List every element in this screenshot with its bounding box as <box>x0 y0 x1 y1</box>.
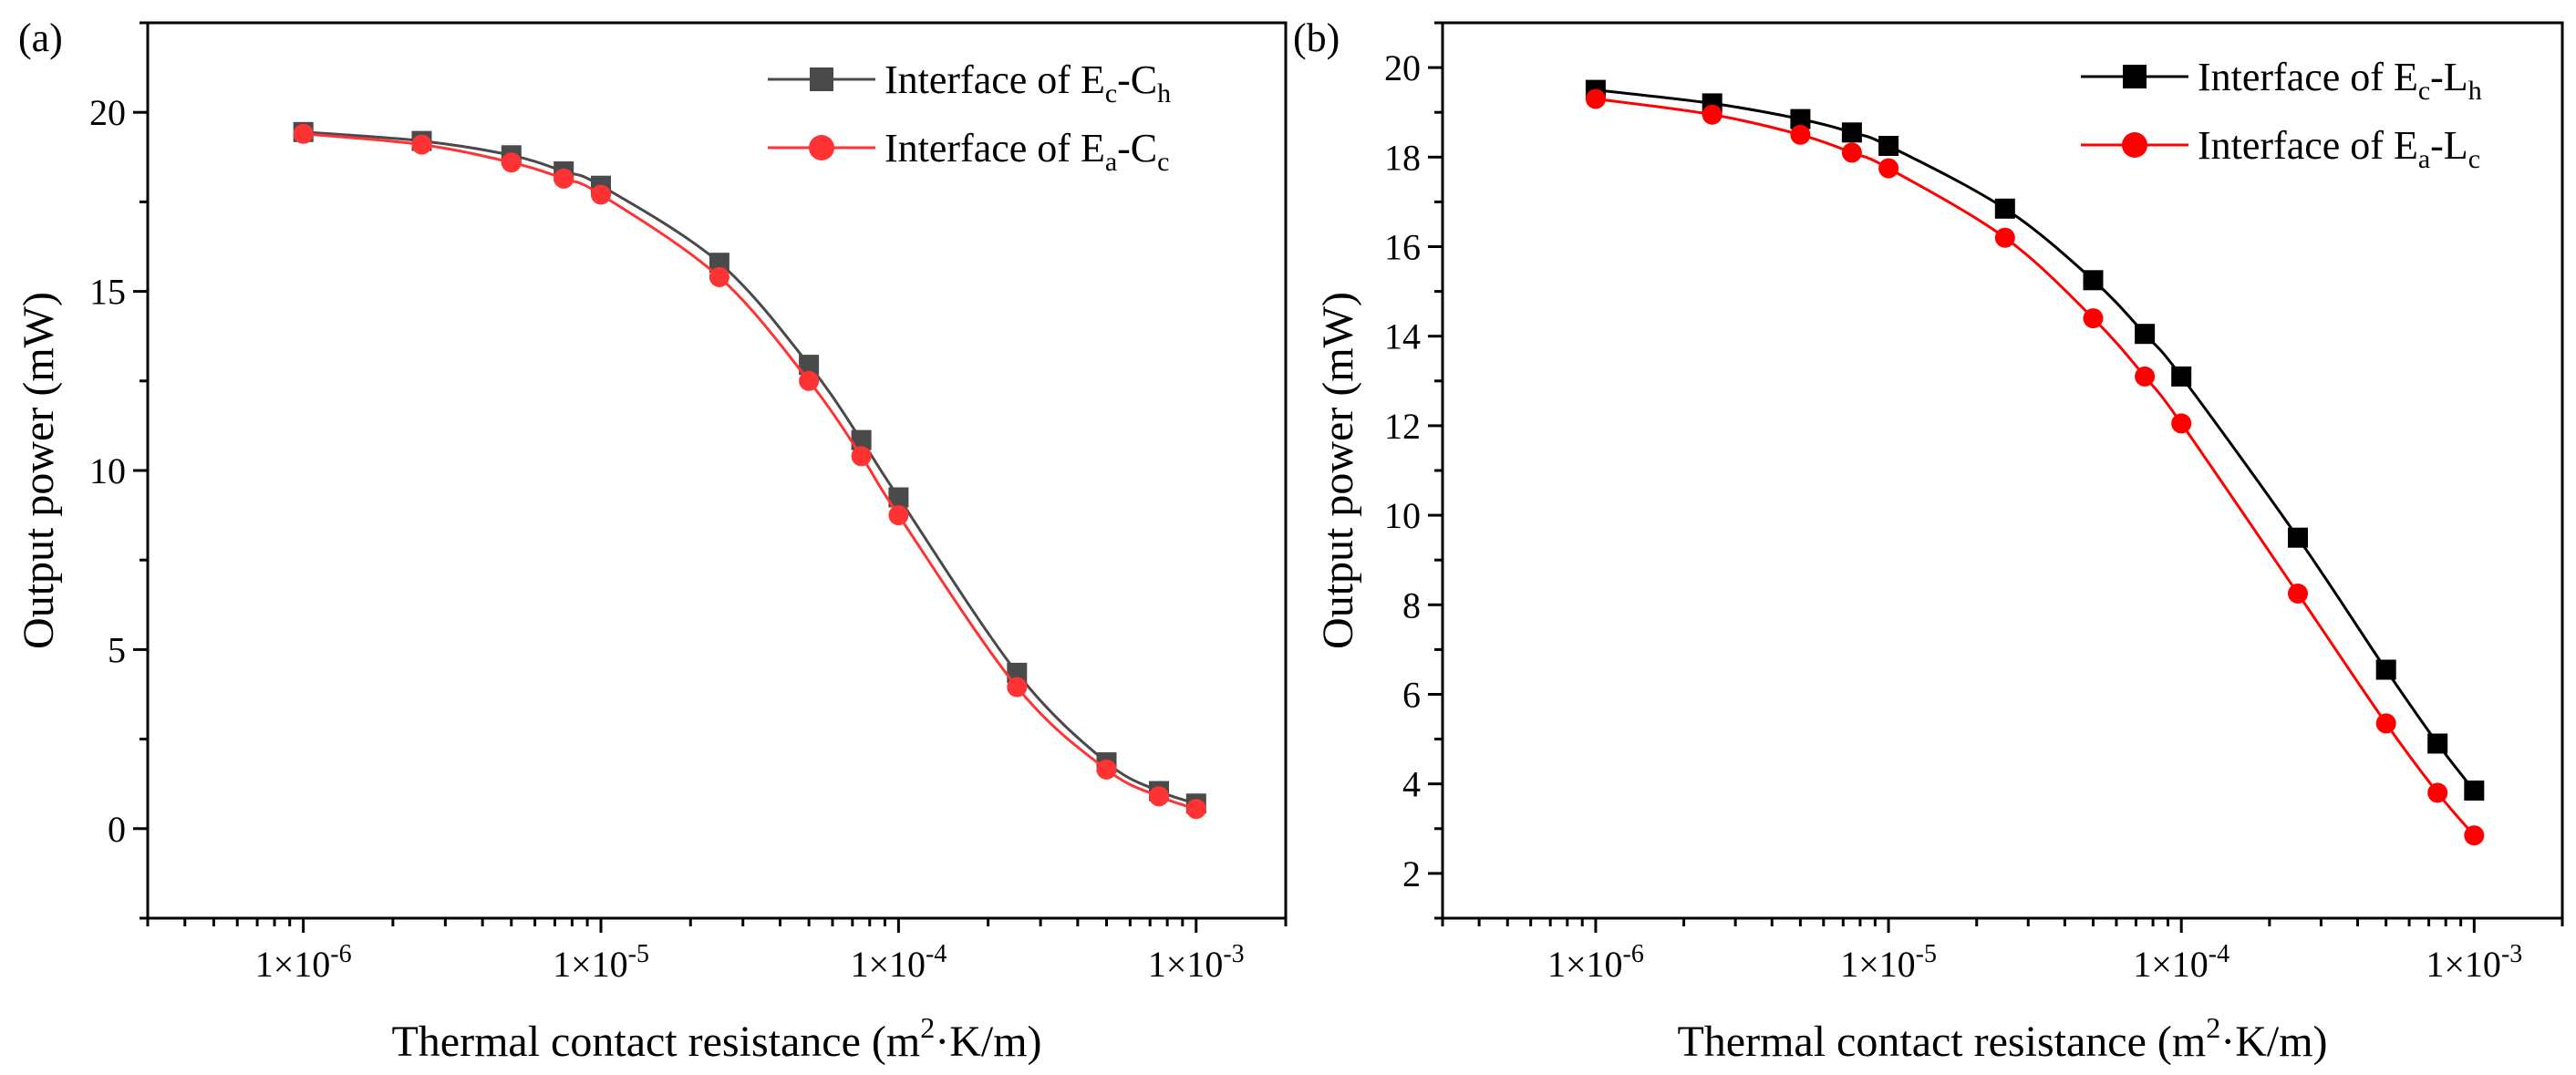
x-axis-label: Thermal contact resistance (m2·K/m) <box>1677 1011 2327 1066</box>
axis-ticks: 1×10-6 1×10-5 1×10-4 1×10-3 0 5 10 15 20 <box>89 21 1288 985</box>
x-axis-label: Thermal contact resistance (m2·K/m) <box>391 1011 1041 1066</box>
data-point-circle <box>1149 786 1169 807</box>
x-tick-label: 1×10-5 <box>1840 940 1937 985</box>
data-point-circle <box>1994 227 2015 248</box>
panel-label: (b) <box>1293 16 1340 60</box>
axis-ticks: 1×10-6 1×10-5 1×10-4 1×10-3 2 4 6 8 10 12 14 16 18 20 <box>1384 21 2564 985</box>
data-point-square <box>1007 662 1028 683</box>
legend-label: Interface of Ec-Lh <box>2198 55 2482 106</box>
legend: Interface of Ec-Lh Interface of Ea-Lc <box>2081 55 2482 174</box>
y-tick-label: 18 <box>1384 137 1421 178</box>
legend-entry-0: Interface of Ec-Lh <box>2081 55 2482 106</box>
y-tick-label: 0 <box>108 809 126 850</box>
x-tick-label: 1×10-3 <box>1148 940 1245 985</box>
data-point-square <box>1841 122 1862 143</box>
data-point-circle <box>501 152 522 173</box>
y-tick-label: 16 <box>1384 227 1421 268</box>
y-tick-label: 14 <box>1384 316 1421 357</box>
data-point-circle <box>709 266 729 287</box>
data-point-circle <box>851 446 872 467</box>
y-axis-label: Output power (mW) <box>15 292 63 649</box>
panel-label: (a) <box>18 16 63 60</box>
y-tick-label: 15 <box>89 272 126 313</box>
data-point-circle <box>2135 366 2156 387</box>
x-tick-label: 1×10-6 <box>255 940 352 985</box>
y-tick-label: 12 <box>1384 406 1421 447</box>
y-tick-label: 20 <box>1384 47 1421 88</box>
data-point-square <box>1878 136 1899 156</box>
y-tick-label: 2 <box>1402 853 1421 894</box>
plot-marks <box>293 121 1206 820</box>
data-point-square <box>2375 659 2396 680</box>
data-point-circle <box>591 184 611 205</box>
data-point-circle <box>2464 825 2485 846</box>
y-tick-label: 5 <box>108 629 126 670</box>
legend-circle-marker <box>2122 132 2147 158</box>
data-point-square <box>2171 366 2192 387</box>
y-tick-label: 20 <box>89 92 126 133</box>
legend-entry-1: Interface of Ea-Cc <box>768 126 1169 177</box>
data-point-circle <box>1185 799 1206 820</box>
data-point-circle <box>1841 142 1862 163</box>
legend-label: Interface of Ea-Lc <box>2198 123 2480 174</box>
data-point-square <box>1790 109 1811 129</box>
data-point-square <box>2288 527 2308 548</box>
data-point-circle <box>1585 88 1606 109</box>
data-point-circle <box>799 370 820 391</box>
x-tick-label: 1×10-5 <box>553 940 649 985</box>
panel-a: (a) 1×10-6 1×10-5 1×10-4 1×10-3 0 5 10 15 20 Out… <box>15 16 1288 1066</box>
data-point-circle <box>1702 104 1723 125</box>
x-tick-label: 1×10-3 <box>2426 940 2522 985</box>
y-tick-label: 10 <box>89 450 126 491</box>
data-point-square <box>851 429 872 450</box>
data-point-circle <box>1878 158 1899 179</box>
data-point-square <box>2083 270 2104 291</box>
legend-circle-marker <box>809 135 834 160</box>
data-point-circle <box>2288 584 2308 604</box>
x-tick-label: 1×10-6 <box>1547 940 1644 985</box>
series-line-0 <box>303 130 1197 805</box>
data-point-circle <box>293 123 314 144</box>
series-line-1 <box>1595 98 2476 837</box>
data-point-circle <box>411 134 432 155</box>
data-point-circle <box>1096 760 1117 780</box>
series-line-0 <box>1595 88 2476 792</box>
data-point-circle <box>2427 782 2448 803</box>
y-tick-label: 8 <box>1402 584 1421 625</box>
y-tick-label: 10 <box>1384 495 1421 536</box>
data-point-circle <box>2083 308 2104 329</box>
data-point-square <box>2464 780 2485 801</box>
legend-entry-0: Interface of Ec-Ch <box>768 57 1171 109</box>
legend-square-marker <box>810 67 833 91</box>
data-point-square <box>2427 733 2448 754</box>
legend-label: Interface of Ec-Ch <box>885 57 1171 109</box>
data-point-square <box>799 355 820 376</box>
panel-b: (b) 1×10-6 1×10-5 1×10-4 1×10-3 2 4 6 8 10 12 14 16… <box>1293 16 2564 1066</box>
data-point-circle <box>2171 413 2192 434</box>
legend-square-marker <box>2123 65 2147 88</box>
y-tick-label: 4 <box>1402 764 1421 805</box>
series-line-1 <box>303 132 1197 811</box>
y-tick-label: 6 <box>1402 675 1421 716</box>
data-point-circle <box>888 505 909 526</box>
data-point-circle <box>2375 713 2396 734</box>
legend-entry-1: Interface of Ea-Lc <box>2081 123 2480 174</box>
x-tick-label: 1×10-4 <box>2133 940 2229 985</box>
data-point-square <box>709 253 729 274</box>
y-axis-label: Output power (mW) <box>1314 292 1362 649</box>
data-point-circle <box>553 168 574 189</box>
legend: Interface of Ec-Ch Interface of Ea-Cc <box>768 57 1171 177</box>
data-point-square <box>1994 198 2015 219</box>
data-point-square <box>888 487 909 508</box>
legend-label: Interface of Ea-Cc <box>885 126 1169 177</box>
data-point-circle <box>1007 677 1028 698</box>
data-point-circle <box>1790 124 1811 145</box>
data-point-square <box>2135 324 2156 345</box>
plot-marks <box>1585 79 2485 846</box>
x-tick-label: 1×10-4 <box>850 940 947 985</box>
